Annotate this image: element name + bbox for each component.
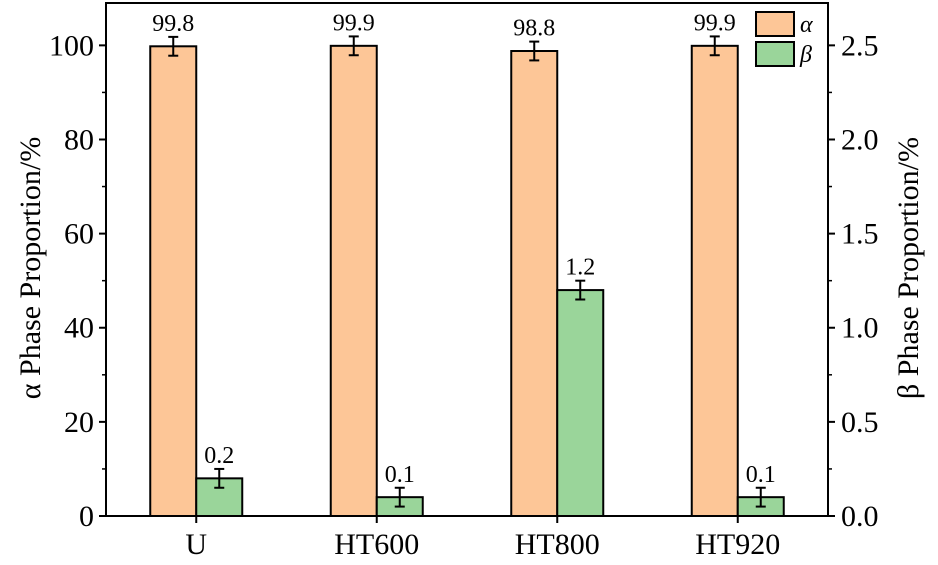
x-tick-label: U bbox=[185, 528, 207, 561]
data-label: 99.8 bbox=[152, 11, 194, 37]
data-label: 0.1 bbox=[746, 462, 776, 488]
data-label: 98.8 bbox=[513, 16, 555, 42]
legend-swatch bbox=[755, 11, 795, 37]
legend-label: α bbox=[800, 12, 813, 38]
y-axis-title-right: β Phase Proportion/% bbox=[892, 137, 925, 399]
y-tick-label-right: 1.5 bbox=[841, 218, 879, 251]
y-tick-label-right: 0.0 bbox=[841, 500, 879, 533]
y-tick-label-left: 0 bbox=[79, 500, 94, 533]
data-label: 0.2 bbox=[204, 443, 234, 469]
y-tick-label-left: 20 bbox=[64, 406, 94, 439]
bars-layer: 99.8 0.2 99.9 0.1 98.8 1.2 99.9 0.1 bbox=[149, 10, 785, 518]
x-tick-label: HT800 bbox=[515, 528, 600, 561]
y-axis-title-left: α Phase Proportion/% bbox=[14, 137, 47, 399]
bar bbox=[510, 50, 559, 518]
data-label: 99.9 bbox=[333, 10, 375, 36]
legend-swatch bbox=[755, 41, 795, 67]
y-tick-label-left: 60 bbox=[64, 218, 94, 251]
legend: αβ bbox=[755, 11, 813, 68]
plot-frame bbox=[105, 2, 829, 517]
x-tick-label: HT600 bbox=[334, 528, 419, 561]
y-tick-label-left: 100 bbox=[49, 29, 94, 62]
bar bbox=[690, 44, 739, 518]
bar bbox=[149, 45, 198, 518]
y-tick-label-left: 80 bbox=[64, 123, 94, 156]
x-tick-label: HT920 bbox=[695, 528, 780, 561]
legend-label: β bbox=[799, 42, 812, 68]
data-label: 1.2 bbox=[565, 255, 595, 281]
axes-layer: U HT600 HT800 HT920 0 20 40 60 80 100 0.0 0.5 1.0 1.5… bbox=[49, 29, 879, 561]
y-tick-label-right: 2.0 bbox=[841, 123, 879, 156]
bar bbox=[329, 44, 378, 518]
plot-area bbox=[105, 2, 829, 517]
data-label: 0.1 bbox=[385, 462, 415, 488]
y-tick-label-right: 1.0 bbox=[841, 312, 879, 345]
y-tick-label-right: 0.5 bbox=[841, 406, 879, 439]
y-tick-label-right: 2.5 bbox=[841, 29, 879, 62]
y-tick-label-left: 40 bbox=[64, 312, 94, 345]
data-label: 99.9 bbox=[694, 10, 736, 36]
bar bbox=[556, 289, 605, 517]
